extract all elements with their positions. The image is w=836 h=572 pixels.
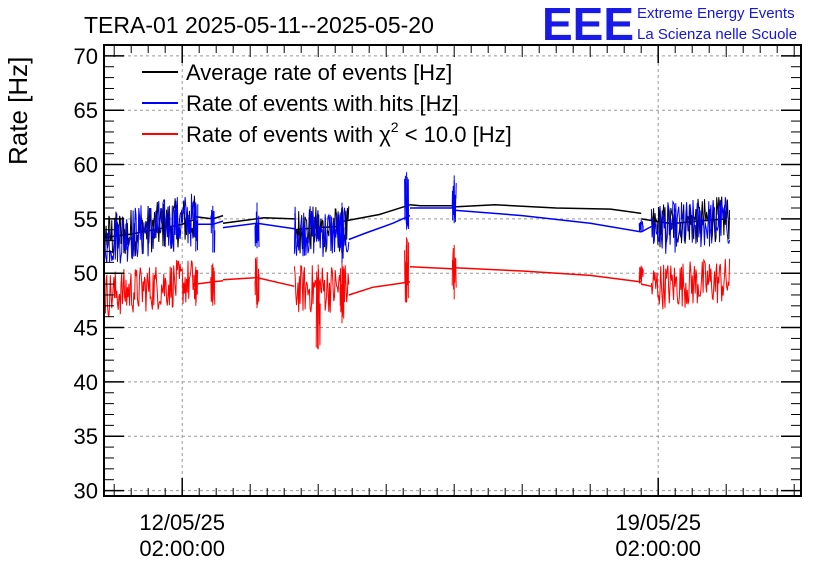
series-1-noise-block [104, 193, 197, 264]
series-2-noise-block [104, 260, 197, 318]
plot-area [104, 172, 731, 350]
plot-frame [103, 44, 802, 497]
series-1-line-segment [454, 209, 642, 233]
series-0-line-segment [195, 215, 213, 220]
series-2 [104, 237, 731, 350]
x-tick-label-date: 19/05/25 [615, 510, 701, 535]
series-0-noise-block [104, 195, 197, 258]
y-axis: 30 35 40 45 50 55 60 65 70 [74, 44, 801, 504]
eee-logo-line1: Extreme Energy Events [637, 5, 795, 22]
y-axis-title: Rate [Hz] [3, 57, 33, 165]
y-tick-label: 30 [74, 479, 98, 504]
x-tick-label-time: 02:00:00 [615, 536, 701, 561]
y-tick-label: 55 [74, 207, 98, 232]
eee-logo-line2: La Scienza nelle Scuole [637, 26, 797, 43]
series-0-line-segment [409, 204, 455, 207]
y-tick-label: 60 [74, 153, 98, 178]
x-tick-label-date: 12/05/25 [139, 510, 225, 535]
series-1 [104, 172, 731, 264]
y-tick-label: 65 [74, 98, 98, 123]
y-tick-label: 50 [74, 261, 98, 286]
y-tick-label: 45 [74, 316, 98, 341]
eee-logo: EEE Extreme Energy Events La Scienza nel… [542, 0, 797, 50]
series-0-line-segment [338, 204, 411, 223]
legend: Average rate of events [Hz] Rate of even… [142, 60, 512, 147]
x-tick-label-time: 02:00:00 [139, 536, 225, 561]
series-2-line-segment [641, 283, 652, 288]
legend-label-average: Average rate of events [Hz] [186, 60, 452, 85]
series-1-noise-block [650, 197, 731, 254]
series-1-line-segment [348, 214, 411, 241]
chart-title: TERA-01 2025-05-11--2025-05-20 [84, 12, 434, 38]
plot-border [103, 44, 802, 497]
y-tick-label: 35 [74, 424, 98, 449]
series-2-line-segment [409, 265, 455, 270]
series-0-line-segment [222, 217, 295, 224]
series-2-line-segment [195, 280, 224, 285]
legend-label-chi2: Rate of events with χ2 < 10.0 [Hz] [186, 119, 512, 147]
y-tick-label: 40 [74, 370, 98, 395]
legend-label-hits: Rate of events with hits [Hz] [186, 91, 459, 116]
y-tick-label: 70 [74, 44, 98, 69]
series-1-line-segment [195, 220, 224, 226]
series-2-line-segment [454, 267, 642, 283]
series-2-noise-block [650, 258, 731, 310]
eee-logo-mark: EEE [542, 0, 634, 50]
series-1-noise-block [293, 206, 350, 259]
series-0-line-segment [454, 204, 642, 215]
series-2-noise-block [293, 264, 350, 313]
series-2-line-segment [348, 281, 411, 296]
